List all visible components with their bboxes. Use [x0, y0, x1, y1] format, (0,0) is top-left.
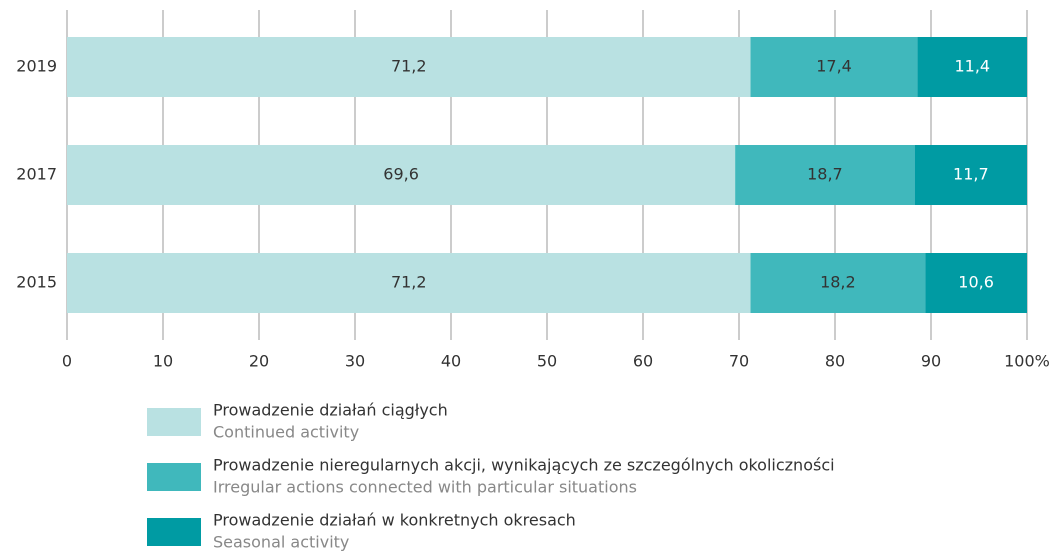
bar-segment [67, 253, 751, 313]
legend-label: Prowadzenie nieregularnych akcji, wynika… [213, 456, 835, 475]
data-label: 71,2 [391, 57, 427, 76]
bar-segment [914, 145, 1027, 205]
bar-segment [735, 145, 915, 205]
data-label: 18,2 [820, 273, 856, 292]
bar-segment [750, 253, 926, 313]
legend-label: Prowadzenie działań w konkretnych okresa… [213, 511, 576, 530]
y-tick-label: 2015 [16, 273, 57, 292]
bar-segment [917, 37, 1027, 97]
x-tick-label: 100% [1004, 352, 1050, 371]
data-label: 10,6 [958, 273, 994, 292]
legend-label-en: Seasonal activity [213, 533, 349, 552]
x-tick-label: 20 [249, 352, 269, 371]
y-tick-label: 2017 [16, 165, 57, 184]
data-label: 69,6 [383, 165, 419, 184]
data-label: 18,7 [807, 165, 843, 184]
x-tick-label: 30 [345, 352, 365, 371]
y-tick-label: 2019 [16, 57, 57, 76]
x-tick-label: 90 [921, 352, 941, 371]
legend-label: Prowadzenie działań ciągłych [213, 401, 448, 420]
legend-swatch [147, 408, 201, 436]
x-tick-label: 0 [62, 352, 72, 371]
x-tick-label: 60 [633, 352, 653, 371]
data-label: 71,2 [391, 273, 427, 292]
legend-swatch [147, 463, 201, 491]
bar-segment [925, 253, 1027, 313]
bar-segment [67, 37, 751, 97]
bar-segment [67, 145, 736, 205]
data-label: 11,4 [954, 57, 990, 76]
x-tick-label: 40 [441, 352, 461, 371]
x-tick-label: 80 [825, 352, 845, 371]
legend-swatch [147, 518, 201, 546]
data-label: 11,7 [953, 165, 989, 184]
x-tick-label: 50 [537, 352, 557, 371]
data-label: 17,4 [816, 57, 852, 76]
bar-segment [750, 37, 918, 97]
legend-label-en: Continued activity [213, 423, 359, 442]
x-tick-label: 70 [729, 352, 749, 371]
legend-label-en: Irregular actions connected with particu… [213, 478, 637, 497]
x-tick-label: 10 [153, 352, 173, 371]
